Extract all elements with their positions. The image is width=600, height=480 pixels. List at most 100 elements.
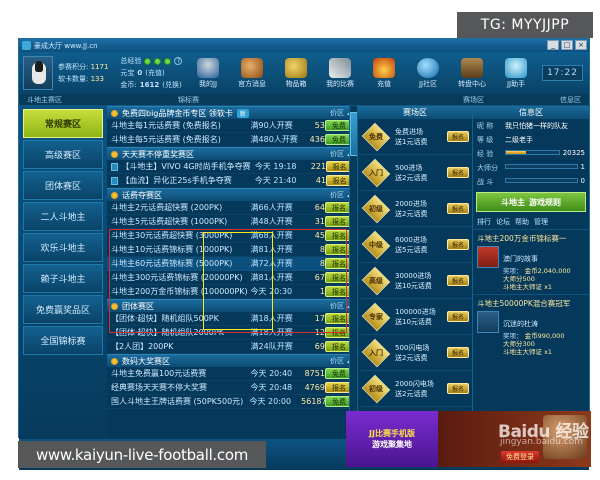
close-button[interactable]: × (575, 40, 587, 50)
tier-badge-icon: 入门 (361, 338, 391, 367)
table-row[interactable]: 斗地主免费赢100元话费赛 今天 20:40 8751 免费 (107, 367, 357, 381)
sidebar-item-advanced[interactable]: 高级赛区 (23, 140, 103, 169)
info-nickname: 昵 称 我只怕猪一样的队友 (477, 122, 568, 130)
tab-championship[interactable]: 锦标赛 (178, 95, 199, 104)
link-help[interactable]: 帮助 (515, 218, 529, 226)
table-row[interactable]: 斗地主200万金币锦标赛 (100000PK) 今天 20:30 1 报名 (107, 285, 357, 299)
tool-my-jj[interactable]: 我的JJ (187, 57, 229, 89)
sidebar-item-national[interactable]: 全国锦标赛 (23, 326, 103, 355)
tier-join-button[interactable]: 报名 (447, 275, 469, 286)
section-header[interactable]: 数码大奖赛区 价区 (107, 354, 357, 367)
promo-left: JJ比赛手机版 游戏聚集地 (346, 411, 438, 467)
maximize-button[interactable]: □ (561, 40, 573, 50)
tier-join-button[interactable]: 报名 (447, 311, 469, 322)
table-row[interactable]: 斗地主2元话费超快赛 (200PK) 满66人开赛 64 报名 (107, 201, 357, 215)
baidu-watermark-sub: jingyan.baidu.com (500, 437, 584, 447)
table-row[interactable]: 斗地主每1元话费赛 (免费报名) 满90人开赛 53 免费 (107, 119, 357, 133)
sidebar-item-happy[interactable]: 欢乐斗地主 (23, 233, 103, 262)
tier-row[interactable]: 高级 30000进场 送10元话费 报名 (358, 263, 472, 299)
table-row-selected[interactable]: 斗地主60元话费锦标赛 (5000PK) 满72人开赛 8 报名 (107, 257, 357, 271)
link-forum[interactable]: 论坛 (496, 218, 510, 226)
table-row[interactable]: 【2人团】200PK 满24队开赛 69 报名 (107, 340, 357, 354)
tier-row[interactable]: 免费 免费进场 送1元话费 报名 (358, 119, 472, 155)
tab-ddz-zone[interactable]: 斗地主赛区 (27, 95, 62, 104)
helper-icon (505, 57, 528, 78)
promo-badge: 免费登录 (501, 451, 539, 463)
sidebar-item-regular[interactable]: 常规赛区 (23, 109, 103, 138)
info-exp: 经 验 20325 (477, 149, 585, 158)
globe-icon (417, 57, 440, 78)
tier-row[interactable]: 初级 2000闪电场 送2元话费 报名 (358, 371, 472, 407)
section-right-label: 价区 (330, 150, 344, 158)
tool-transfer-center[interactable]: 转盘中心 (451, 57, 493, 89)
promo-banner[interactable]: JJ比赛手机版 游戏聚集地 免费登录 Baidu 经验 jingyan.baid… (346, 411, 591, 467)
help-icon[interactable]: ? (174, 57, 183, 65)
exchange-link[interactable]: (兑换) (162, 81, 182, 89)
right-panels: 赛场区 免费 免费进场 送1元话费 报名 入门 500进场 送2元话费 报名 (357, 106, 589, 439)
section-header[interactable]: 团体赛区 价区 (107, 299, 357, 312)
battle-bar (505, 178, 578, 183)
site-watermark: www.kaiyun-live-football.com (18, 441, 266, 468)
tier-join-button[interactable]: 报名 (447, 383, 469, 394)
title-bar: 豪成大厅 www.JJ.cn _ □ × (19, 39, 589, 52)
tier-badge-icon: 初级 (361, 374, 391, 403)
avatar[interactable] (23, 56, 53, 90)
tier-join-button[interactable]: 报名 (447, 167, 469, 178)
table-row[interactable]: 斗地主每5元话费赛 (免费报名) 满480人开赛 436 免费 (107, 133, 357, 147)
table-row[interactable]: 【团体·超快】随机组队2000PK 满18人开赛 12 报名 (107, 326, 357, 340)
tool-jj-community[interactable]: JJ社区 (407, 57, 449, 89)
table-row[interactable]: 【血流】异化正25s手机争夺赛 今天 21:40 41 报名 (107, 174, 357, 188)
sidebar-item-team[interactable]: 团体赛区 (23, 171, 103, 200)
exp-progress-bar (505, 150, 560, 155)
tier-row[interactable]: 中级 6000进场 送5元话费 报名 (358, 227, 472, 263)
vertical-scrollbar[interactable] (349, 106, 357, 439)
tool-jj-helper[interactable]: JJ助手 (495, 57, 537, 89)
section-header[interactable]: 话费夺赛区 价区 (107, 188, 357, 201)
section-right-label: 价区 (330, 357, 344, 365)
table-row[interactable]: 国人斗地主王牌话费赛 (50PK500元) 今天 20:00 56187 免费 (107, 395, 357, 409)
award-entry: 斗地主200万金币锦标赛一 澳门的故事 奖项： 金币2,040,000 大师分5… (473, 229, 589, 294)
window-title: 豪成大厅 www.JJ.cn (34, 41, 98, 50)
tool-item-box[interactable]: 物品箱 (275, 57, 317, 89)
tier-row[interactable]: 专家 100000进场 送10元话费 报名 (358, 299, 472, 335)
scrollbar-thumb[interactable] (350, 112, 357, 156)
table-row[interactable]: 斗地主30元话费超快赛 (3000PK) 满68人开赛 45 报名 (107, 229, 357, 243)
table-row[interactable]: 斗地主10元话费锦标赛 (1000PK) 满81人开赛 8 报名 (107, 243, 357, 257)
tier-row[interactable]: 初级 2000进场 送2元话费 报名 (358, 191, 472, 227)
tool-my-match[interactable]: 我的比赛 (319, 57, 361, 89)
table-row[interactable]: 【斗地主】VIVO 4G时尚手机争夺赛 今天 19:18 221 报名 (107, 160, 357, 174)
section-header[interactable]: 天天赛不停重奖赛区 价区 (107, 147, 357, 160)
app-window: 豪成大厅 www.JJ.cn _ □ × 参赛积分: 1171 软卡数量: 13… (18, 38, 591, 470)
table-row[interactable]: 【团体·超快】随机组队500PK 满18人开赛 17 报名 (107, 312, 357, 326)
tier-badge-icon: 高级 (361, 266, 391, 295)
tool-official-message[interactable]: 官方消息 (231, 57, 273, 89)
tab-arena[interactable]: 赛场区 (463, 95, 484, 104)
tier-join-button[interactable]: 报名 (447, 203, 469, 214)
clock: 17:22 (542, 65, 583, 81)
minimize-button[interactable]: _ (547, 40, 559, 50)
recharge-link[interactable]: (充值) (145, 69, 165, 77)
award-avatar (477, 311, 499, 333)
game-rules-banner[interactable]: 斗地主 游戏规则 (476, 192, 586, 212)
table-row[interactable]: 经典赛场天天赛不停大奖赛 今天 20:48 4769 报名 (107, 381, 357, 395)
flame-icon (373, 57, 396, 78)
tool-recharge[interactable]: 充值 (363, 57, 405, 89)
tier-panel-header: 赛场区 (358, 106, 472, 119)
tab-info[interactable]: 信息区 (560, 95, 581, 104)
sidebar-item-free-prize[interactable]: 免费赢奖品区 (23, 295, 103, 324)
tier-row[interactable]: 入门 500闪电场 送2元话费 报名 (358, 335, 472, 371)
sidebar-item-two-player[interactable]: 二人斗地主 (23, 202, 103, 231)
section-header[interactable]: 免费四big品牌金币专区 领软卡 新 价区 (107, 106, 357, 119)
sidebar: 常规赛区 高级赛区 团体赛区 二人斗地主 欢乐斗地主 赖子斗地主 免费赢奖品区 … (19, 106, 107, 439)
table-row[interactable]: 斗地主300元话费锦标赛 (20000PK) 满81人开赛 67 报名 (107, 271, 357, 285)
tier-badge-icon: 免费 (361, 122, 391, 151)
link-ranking[interactable]: 排行 (477, 218, 491, 226)
link-admin[interactable]: 管理 (534, 218, 548, 226)
tier-join-button[interactable]: 报名 (447, 347, 469, 358)
sidebar-item-laizi[interactable]: 赖子斗地主 (23, 264, 103, 293)
tier-join-button[interactable]: 报名 (447, 131, 469, 142)
tier-join-button[interactable]: 报名 (447, 239, 469, 250)
tier-row[interactable]: 入门 500进场 送2元话费 报名 (358, 155, 472, 191)
table-row[interactable]: 斗地主5元话费超快赛 (1000PK) 满48人开赛 31 报名 (107, 215, 357, 229)
